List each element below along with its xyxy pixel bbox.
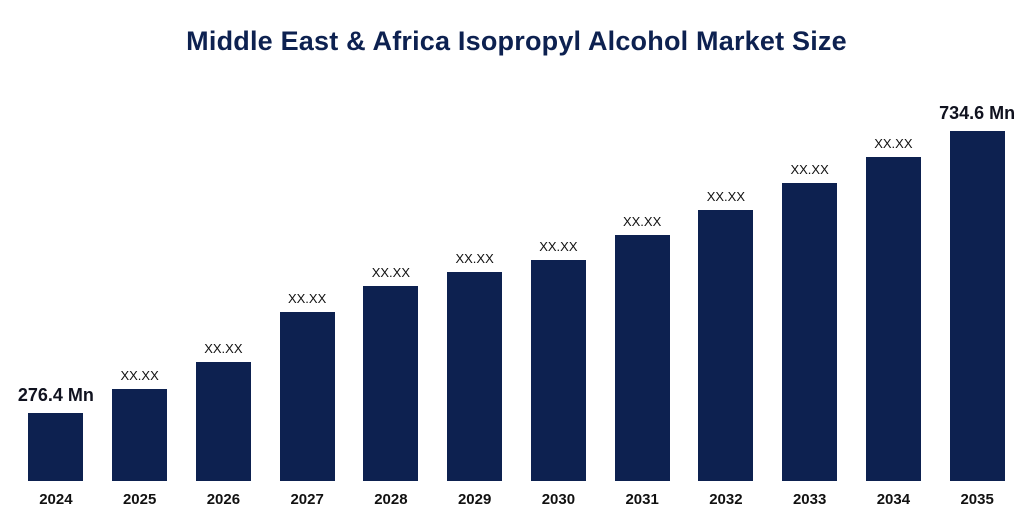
bar: [28, 413, 84, 481]
bar-value-label: XX.XX: [455, 251, 494, 266]
x-axis-label: 2029: [457, 491, 492, 508]
bar-column: XX.XX 2026: [182, 341, 266, 511]
x-axis-label: 2028: [374, 491, 408, 508]
x-axis-label: 2027: [290, 491, 324, 508]
bar: [949, 131, 1005, 481]
bar-column: 734.6 Mn 2035: [935, 103, 1019, 511]
bar-column: XX.XX 2032: [684, 189, 768, 511]
bar: [614, 235, 670, 481]
x-axis-label: 2034: [876, 491, 911, 508]
bar-value-label: XX.XX: [874, 136, 913, 151]
bar-chart: 276.4 Mn 2024 XX.XX 2025 XX.XX 2026 XX.XX 2027 X…: [14, 63, 1019, 511]
bar: [782, 183, 838, 481]
bar-column: XX.XX 2025: [98, 368, 182, 511]
bar-value-label: XX.XX: [204, 341, 243, 356]
bar-value-label: 276.4 Mn: [17, 385, 94, 405]
bar-column: XX.XX 2030: [517, 239, 601, 511]
bar-column: XX.XX 2029: [433, 251, 517, 511]
x-axis-label: 2032: [709, 491, 743, 508]
x-axis-label: 2035: [960, 491, 994, 508]
bar: [195, 362, 251, 481]
x-axis-label: 2025: [122, 491, 157, 508]
bar-value-label: 734.6 Mn: [939, 103, 1016, 123]
bar-column: XX.XX 2028: [349, 265, 433, 511]
x-axis-label: 2026: [206, 491, 241, 508]
bar-column: XX.XX 2034: [852, 136, 936, 511]
bar-value-label: XX.XX: [371, 265, 411, 280]
bar: [698, 210, 754, 481]
x-axis-label: 2030: [541, 491, 576, 508]
bar-column: XX.XX 2027: [265, 291, 349, 511]
x-axis-label: 2031: [625, 491, 659, 508]
bar-value-label: XX.XX: [287, 291, 327, 306]
bar-value-label: XX.XX: [120, 368, 159, 383]
bar-value-label: XX.XX: [706, 189, 746, 204]
bar-column: XX.XX 2033: [768, 162, 852, 511]
bar-value-label: XX.XX: [539, 239, 578, 254]
bar-column: 276.4 Mn 2024: [14, 385, 98, 511]
bar-column: XX.XX 2031: [600, 214, 684, 511]
bar: [530, 260, 586, 481]
bar: [112, 389, 168, 481]
x-axis-label: 2024: [39, 491, 73, 508]
chart-title: Middle East & Africa Isopropyl Alcohol M…: [186, 26, 847, 56]
bar: [447, 272, 503, 481]
x-axis-label: 2033: [792, 491, 827, 508]
bar: [279, 312, 335, 481]
bar: [865, 157, 921, 481]
bar-value-label: XX.XX: [790, 162, 829, 177]
bar-value-label: XX.XX: [622, 214, 662, 229]
bar: [363, 286, 419, 481]
